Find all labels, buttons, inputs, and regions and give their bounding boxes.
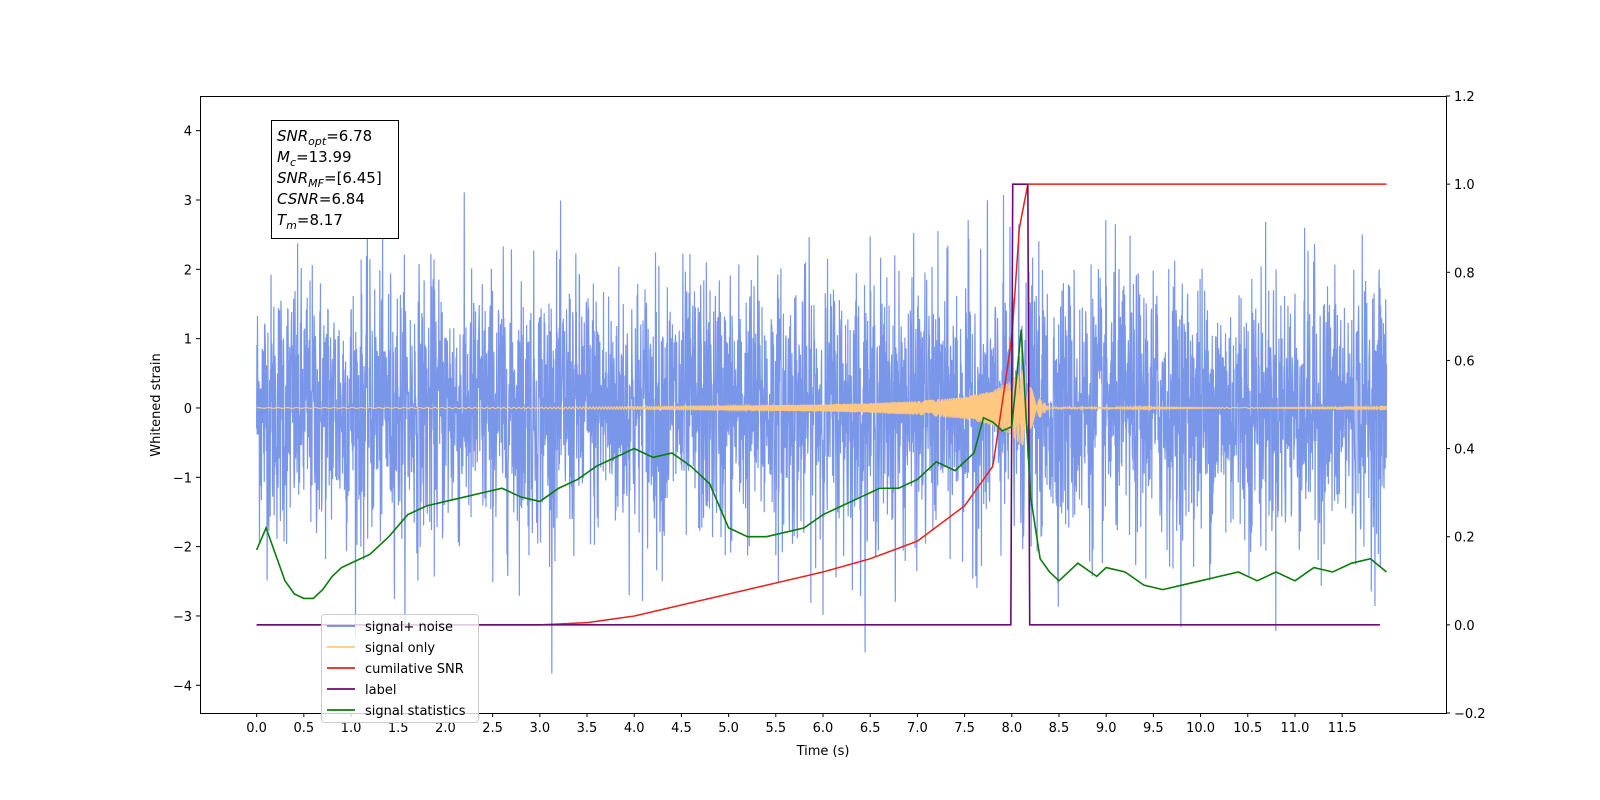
left-y-tick-label: 1: [184, 333, 192, 348]
x-tick-label: 2.0: [435, 721, 456, 736]
annotation-value: =[6.45]: [324, 169, 382, 187]
x-tick-label: 10.5: [1233, 721, 1262, 736]
legend-frame: [321, 614, 479, 723]
legend-label: signal only: [365, 641, 435, 656]
x-tick-label: 10.0: [1186, 721, 1215, 736]
series-label-line: [256, 183, 1380, 626]
annotation-value: =8.17: [297, 211, 343, 229]
annotation-symbol: T: [277, 211, 288, 229]
x-tick-label: 6.5: [860, 721, 881, 736]
left-y-tick-label: 0: [184, 402, 192, 417]
left-y-tick-label: 2: [184, 263, 192, 278]
x-axis-ticks: 0.0 0.5 1.0 1.5 2.0 2.5 3.0 3.5 4.0 4.5 5.0 5.5 6.0 6…: [246, 713, 1357, 736]
annotation-subscript: MF: [308, 177, 324, 190]
y-axis-label: Whitened strain: [149, 353, 164, 456]
annotation-line: CSNR=6.84: [277, 190, 365, 208]
annotation-value: =6.78: [326, 127, 372, 145]
x-tick-label: 7.5: [954, 721, 975, 736]
annotation-subscript: c: [290, 156, 296, 169]
x-tick-label: 0.5: [293, 721, 314, 736]
annotation-value: =13.99: [296, 148, 352, 166]
plot-area: [255, 183, 1388, 674]
left-y-tick-label: −2: [173, 541, 192, 556]
annotation-symbol: M: [277, 148, 290, 166]
left-y-tick-label: −1: [173, 471, 192, 486]
x-tick-label: 6.0: [813, 721, 834, 736]
annotation-value: =6.84: [319, 190, 365, 208]
left-y-tick-label: 4: [184, 125, 192, 140]
x-tick-label: 9.5: [1143, 721, 1164, 736]
x-tick-label: 8.5: [1049, 721, 1070, 736]
x-tick-label: 9.0: [1096, 721, 1117, 736]
annotation-symbol: CSNR: [277, 190, 319, 208]
legend-label: label: [365, 683, 396, 698]
series-signal-only-line: [256, 370, 1388, 446]
x-tick-label: 5.0: [718, 721, 739, 736]
x-tick-label: 0.0: [246, 721, 267, 736]
x-tick-label: 1.5: [388, 721, 409, 736]
annotation-subscript: opt: [308, 135, 327, 148]
right-y-tick-label: 0.8: [1454, 266, 1475, 281]
right-y-axis-ticks: 1.2 1.0 0.8 0.6 0.4 0.2 0.0 −0.2: [1446, 90, 1486, 722]
annotation-box-frame: [271, 120, 399, 239]
x-tick-label: 1.0: [341, 721, 362, 736]
annotation-symbol: SNR: [277, 169, 308, 187]
annotation-line: Mc=13.99: [277, 148, 352, 169]
right-y-tick-label: 1.0: [1454, 178, 1475, 193]
right-y-tick-label: 1.2: [1454, 90, 1475, 105]
right-y-tick-label: 0.2: [1454, 531, 1475, 546]
right-y-tick-label: 0.6: [1454, 354, 1475, 369]
x-tick-label: 7.0: [907, 721, 928, 736]
legend-label: signal statistics: [365, 704, 466, 719]
x-tick-label: 8.0: [1001, 721, 1022, 736]
right-y-tick-label: −0.2: [1454, 707, 1486, 722]
x-tick-label: 4.5: [671, 721, 692, 736]
annotation-line: Tm=8.17: [277, 211, 343, 232]
annotation-line: SNRopt=6.78: [277, 127, 372, 148]
x-tick-label: 11.5: [1328, 721, 1357, 736]
right-y-tick-label: 0.4: [1454, 443, 1475, 458]
x-tick-label: 2.5: [482, 721, 503, 736]
legend-label: signal+ noise: [365, 620, 453, 635]
x-tick-label: 3.0: [529, 721, 550, 736]
x-axis-label: Time (s): [796, 744, 850, 759]
right-y-tick-label: 0.0: [1454, 619, 1475, 634]
legend: signal+ noise signal only cumilative SNR la…: [321, 614, 479, 723]
series-signal-statistics-line: [255, 329, 1388, 600]
x-tick-label: 5.5: [765, 721, 786, 736]
x-tick-label: 4.0: [624, 721, 645, 736]
annotation-subscript: m: [286, 219, 297, 232]
annotation-line: SNRMF=[6.45]: [277, 169, 382, 190]
left-y-tick-label: −3: [173, 610, 192, 625]
left-y-tick-label: 3: [184, 194, 192, 209]
annotation-box: SNRopt=6.78Mc=13.99SNRMF=[6.45]CSNR=6.84…: [271, 120, 399, 239]
x-tick-label: 11.0: [1280, 721, 1309, 736]
left-y-axis-ticks: 4 3 2 1 0 −1 −2 −3 −4: [173, 125, 200, 694]
annotation-symbol: SNR: [277, 127, 308, 145]
series-signal-plus-noise-line: [256, 192, 1388, 674]
x-tick-label: 3.5: [577, 721, 598, 736]
left-y-tick-label: −4: [173, 679, 192, 694]
legend-label: cumilative SNR: [365, 662, 464, 677]
